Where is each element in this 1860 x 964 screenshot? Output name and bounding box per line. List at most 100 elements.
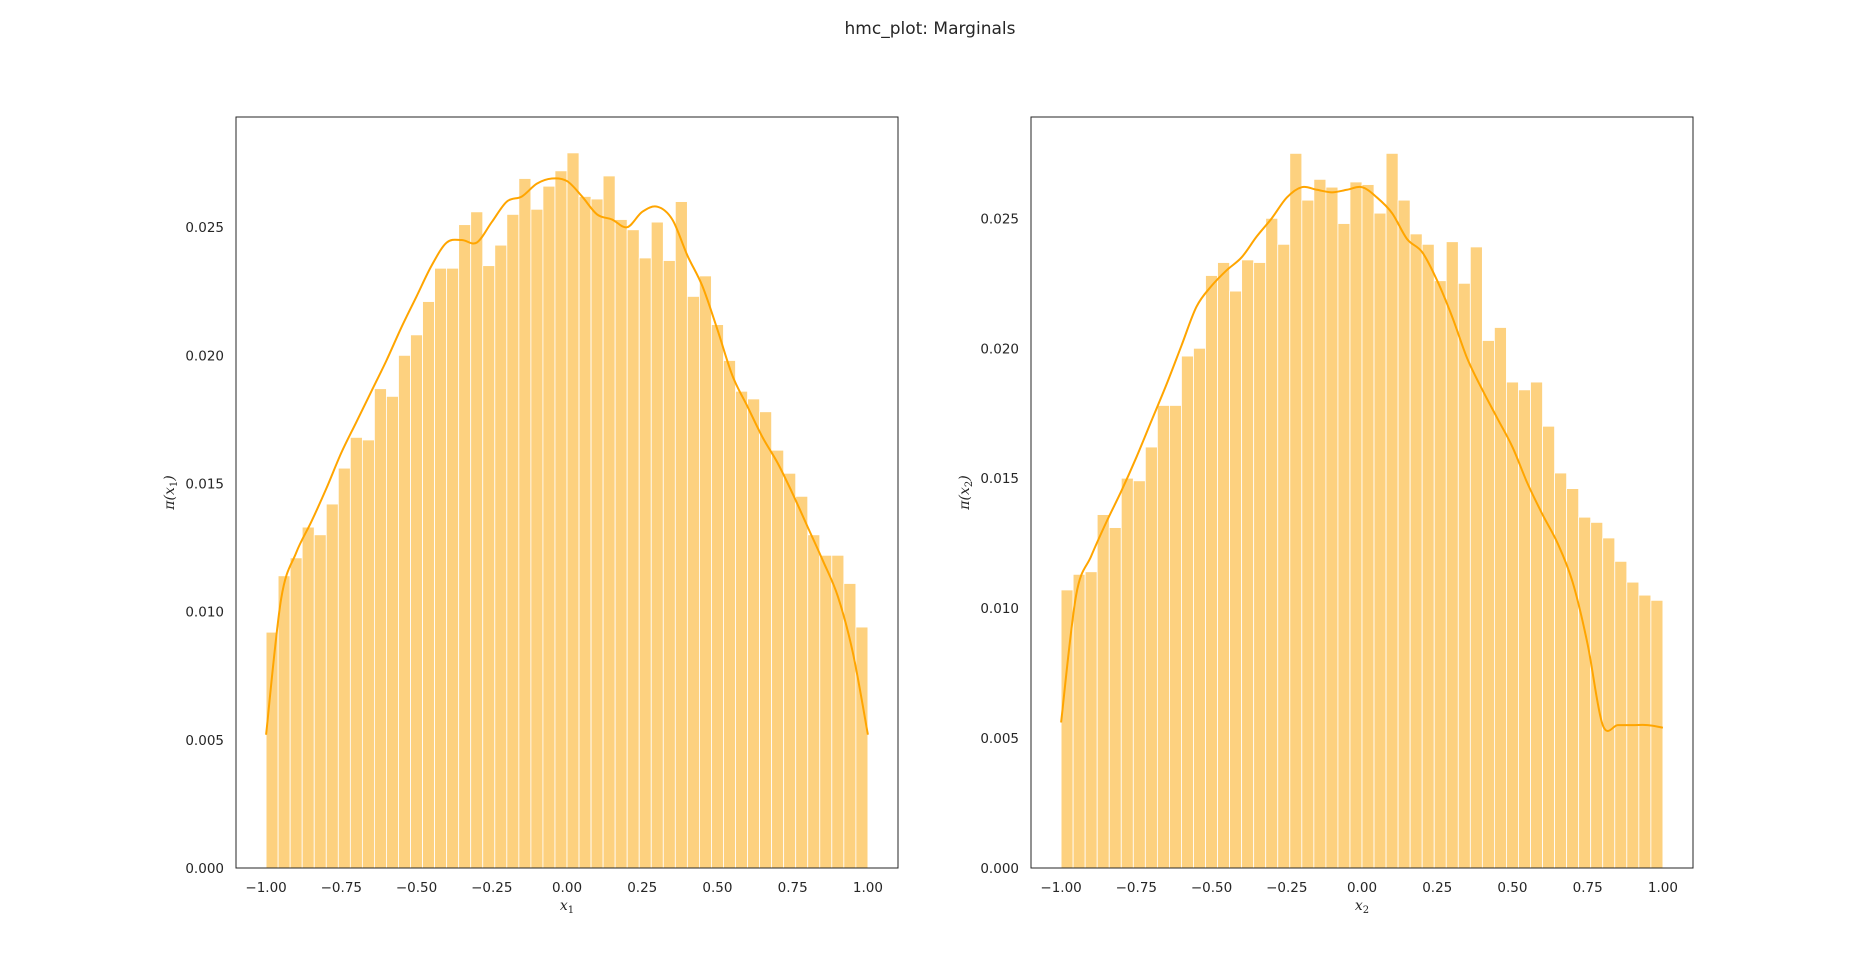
axes-frame <box>1030 116 1694 869</box>
histogram-bar <box>1650 599 1664 869</box>
histogram-bar <box>374 388 387 869</box>
histogram-bar <box>1181 355 1194 869</box>
figure-title: hmc_plot: Marginals <box>845 19 1016 39</box>
x-tick-label: 0.25 <box>1422 880 1452 896</box>
histogram-bar <box>686 296 700 869</box>
histogram-bar <box>1241 259 1255 869</box>
histogram-bar <box>434 267 448 869</box>
kde-curve <box>1060 185 1664 732</box>
histogram-bar <box>398 354 411 869</box>
histogram-bar <box>1481 340 1495 869</box>
histogram-bar <box>699 275 712 869</box>
histogram-bar <box>1361 184 1375 869</box>
x-tick-label: 0.75 <box>1573 880 1603 896</box>
histogram-bar <box>1421 243 1435 869</box>
x-tick-label: −0.75 <box>1116 880 1157 896</box>
histogram-bar <box>1433 280 1447 869</box>
histogram-bar <box>1578 516 1592 869</box>
histogram-bar <box>506 213 520 869</box>
histogram-bar <box>723 360 736 869</box>
histogram-bar <box>566 152 580 869</box>
y-tick-label: 0.000 <box>185 861 224 877</box>
histogram-bar <box>1217 262 1230 869</box>
y-tick-label: 0.010 <box>185 605 224 621</box>
histogram-bar <box>542 185 556 869</box>
histogram-bar <box>662 260 676 869</box>
kde-curve <box>265 177 869 735</box>
histogram-bar <box>1337 223 1351 869</box>
histogram-bar <box>361 439 375 869</box>
histogram-bar <box>482 265 496 869</box>
histogram-bar <box>1313 178 1327 869</box>
histogram-bar <box>1409 233 1423 869</box>
histogram-bar <box>1469 246 1483 869</box>
x-tick-label: 1.00 <box>1648 880 1678 896</box>
right-marginal-panel: −1.00 −0.75 −0.50 −0.25 0.00 0.25 0.50 0.75 1.00… <box>957 116 1694 916</box>
histogram-bar <box>674 201 688 869</box>
x-tick-label: 1.00 <box>853 880 883 896</box>
histogram-bar <box>386 395 399 869</box>
histogram-bar <box>1120 477 1134 869</box>
histogram-bar <box>1108 527 1122 869</box>
histogram-bar <box>313 534 327 869</box>
histogram-bar <box>1494 327 1507 869</box>
histogram-bar <box>422 301 435 869</box>
histogram-bar <box>1385 152 1399 869</box>
histogram-bar <box>1373 212 1387 869</box>
histogram-bar <box>1518 389 1531 869</box>
histogram-bar <box>1132 480 1146 869</box>
histogram-bar <box>349 436 363 869</box>
axes-frame <box>235 116 899 869</box>
histogram-bar <box>855 626 869 869</box>
histogram-bar <box>1614 560 1628 869</box>
left-marginal-panel: −1.00 −0.75 −0.50 −0.25 0.00 0.25 0.50 0.75 1.00… <box>162 116 899 916</box>
histogram-bar <box>1542 425 1555 869</box>
histogram-bar <box>530 208 544 869</box>
y-tick-label: 0.020 <box>185 348 224 364</box>
y-axis-label: π(x2) <box>957 475 975 510</box>
histogram-bar <box>1072 573 1086 869</box>
histogram-bar <box>1325 186 1339 869</box>
histogram-bar <box>650 221 664 869</box>
histogram-bar <box>1566 488 1580 869</box>
histogram-bar <box>1457 282 1471 869</box>
histogram-bar <box>1156 405 1170 869</box>
histogram-bar <box>1530 381 1543 869</box>
histogram-bar <box>1229 290 1243 869</box>
histogram-bar <box>1277 243 1291 869</box>
histogram-bar <box>626 229 640 869</box>
histogram-bar <box>301 526 315 869</box>
x-tick-label: −0.75 <box>321 880 362 896</box>
histogram-bar <box>554 170 568 869</box>
x-tick-label: 0.00 <box>1347 880 1377 896</box>
x-tick-label: −0.50 <box>1191 880 1232 896</box>
histogram-bar <box>446 267 460 869</box>
y-tick-label: 0.000 <box>980 861 1019 877</box>
x-tick-label: −0.50 <box>396 880 437 896</box>
histogram-bar <box>783 472 797 869</box>
histogram-bar <box>1205 275 1218 869</box>
x-tick-label: −0.25 <box>1266 880 1307 896</box>
histogram-bar <box>819 554 833 869</box>
x-tick-label: 0.50 <box>702 880 732 896</box>
histogram-bar <box>831 554 845 869</box>
histogram-bar <box>1193 347 1206 869</box>
x-tick-label: −0.25 <box>471 880 512 896</box>
histogram-bar <box>747 398 760 869</box>
histogram-bar <box>458 224 472 869</box>
histogram-bar <box>578 196 592 869</box>
histogram-bar <box>1349 181 1363 869</box>
histogram-bar <box>1096 514 1110 869</box>
x-tick-label: 0.00 <box>552 880 582 896</box>
histogram-bar <box>759 411 773 869</box>
histogram-bar <box>711 324 724 869</box>
histogram-bar <box>1301 199 1315 869</box>
x-tick-label: 0.25 <box>627 880 657 896</box>
x-tick-label: 0.75 <box>778 880 808 896</box>
y-tick-label: 0.015 <box>980 471 1019 487</box>
y-tick-label: 0.025 <box>980 211 1019 227</box>
histogram-bar <box>1265 217 1279 869</box>
histogram-bar <box>1554 472 1568 869</box>
y-tick-label: 0.010 <box>980 601 1019 617</box>
